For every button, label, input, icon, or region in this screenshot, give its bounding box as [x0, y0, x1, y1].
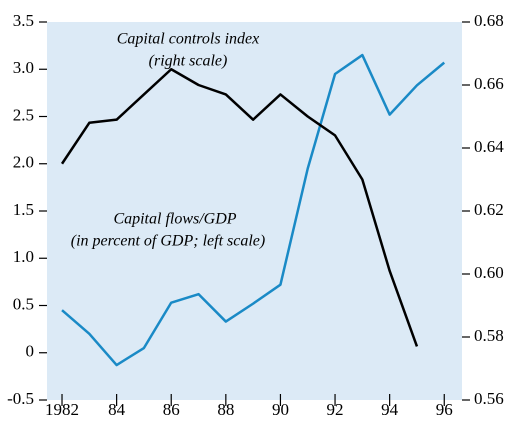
series-line — [60, 68, 419, 347]
y-tick-label: 1.0 — [13, 247, 34, 266]
plot-area — [47, 22, 462, 400]
annotation: (right scale) — [149, 53, 228, 70]
y-tick-label: 3.0 — [13, 58, 34, 77]
y-tick-label: 0.5 — [13, 294, 34, 313]
y-tick-label: 2.5 — [13, 105, 34, 124]
y-tick-label: 3.5 — [13, 11, 34, 30]
y2-tick-label: 0.64 — [474, 137, 504, 156]
y2-tick-label: 0.58 — [474, 326, 504, 345]
annotation: (in percent of GDP; left scale) — [71, 233, 265, 250]
y2-tick-label: 0.66 — [474, 74, 504, 93]
series-line — [61, 53, 446, 367]
y-tick-label: 1.5 — [13, 200, 34, 219]
y-tick-label: 2.0 — [13, 153, 34, 172]
y2-tick-label: 0.56 — [474, 389, 504, 408]
x-tick-label: 92 — [327, 400, 344, 419]
x-tick-label: 90 — [272, 400, 289, 419]
y2-tick-label: 0.60 — [474, 263, 504, 282]
x-tick-label: 84 — [108, 400, 126, 419]
x-tick-label: 1982 — [45, 400, 79, 419]
y-tick-label: 0 — [26, 342, 35, 361]
annotation: Capital controls index — [117, 31, 260, 48]
annotation: Capital flows/GDP — [113, 211, 236, 228]
y-tick-label: -0.5 — [7, 389, 34, 408]
x-tick-label: 94 — [381, 400, 399, 419]
y2-tick-label: 0.62 — [474, 200, 504, 219]
y2-tick-label: 0.68 — [474, 11, 504, 30]
x-tick-label: 86 — [163, 400, 180, 419]
x-tick-label: 96 — [436, 400, 453, 419]
x-tick-label: 88 — [217, 400, 234, 419]
